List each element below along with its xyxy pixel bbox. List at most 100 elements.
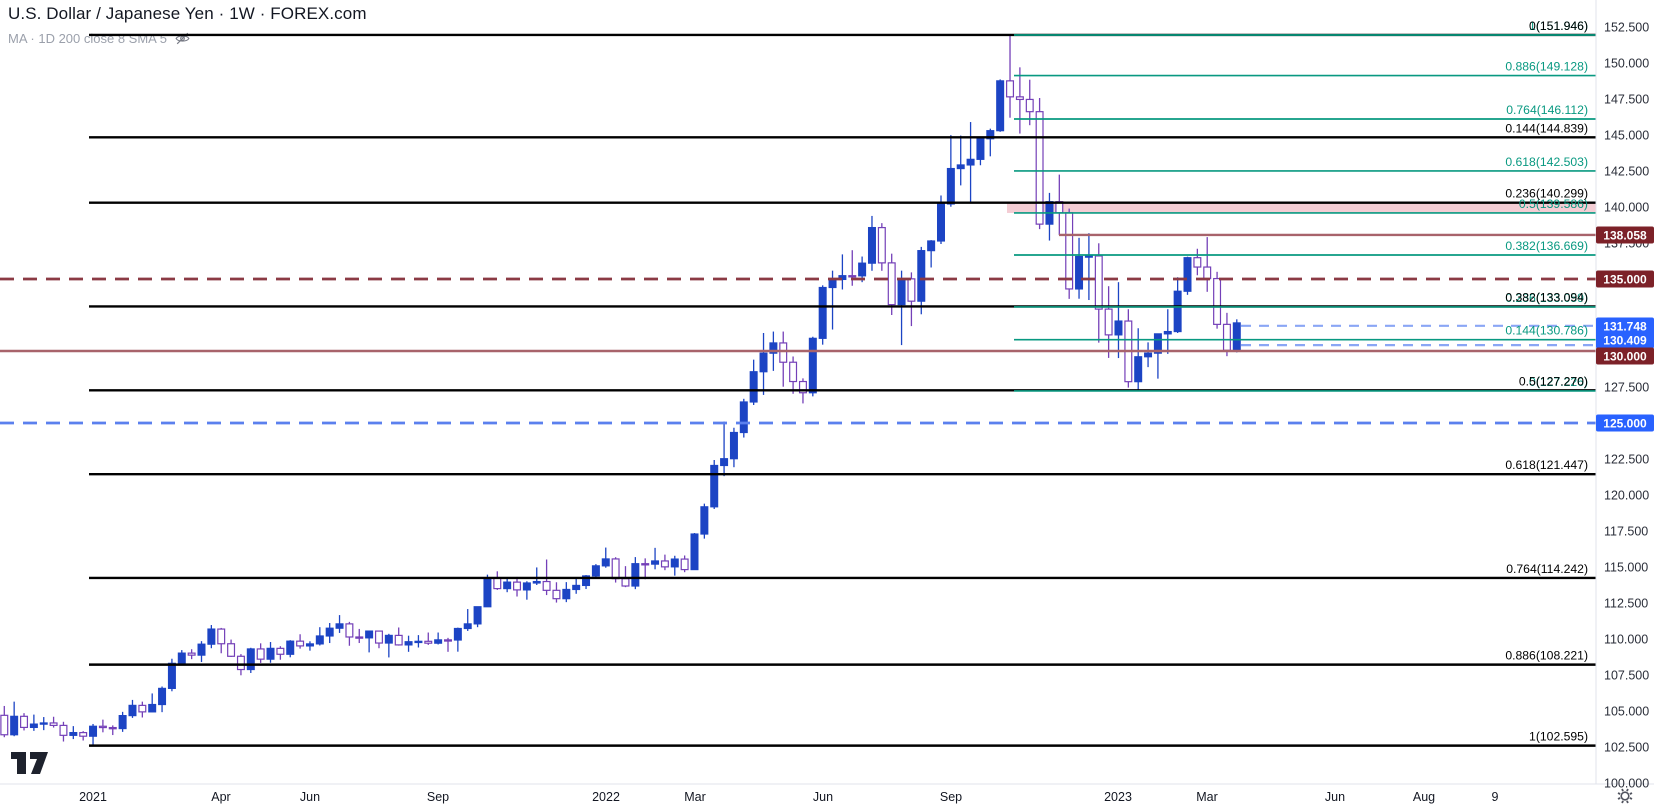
candle [424,632,433,645]
candle [89,723,98,746]
fib-label-black[interactable]: 0.886(108.221) [1505,649,1588,663]
fib-label-teal[interactable]: 0(127.226) [1529,375,1588,389]
candle [779,331,788,387]
fib-label-black[interactable]: 0.5(127.270) [1519,374,1588,388]
symbol-title[interactable]: U.S. Dollar / Japanese Yen · 1W · FOREX.… [8,4,367,23]
candle [1153,333,1162,379]
fib-label-black[interactable]: 0.764(114.242) [1506,562,1588,576]
candle [1055,174,1064,236]
fib-label-teal[interactable]: 0.236(133.059) [1505,291,1588,305]
fib-label-teal[interactable]: 0.764(146.112) [1506,103,1588,117]
fib-label-teal[interactable]: 0.5(139.586) [1519,197,1588,211]
candle [1065,208,1074,299]
candle [207,625,216,649]
candle [1183,256,1192,295]
candle [187,649,196,660]
candle [296,634,305,649]
candle [946,135,955,207]
candle [1163,309,1172,354]
fib-label-teal[interactable]: 0.144(130.786) [1505,324,1588,338]
candle [996,79,1005,132]
candle [1104,286,1113,358]
candle [1075,237,1084,299]
price-tick-label: 100.000 [1604,777,1649,791]
candle [1193,248,1202,276]
price-tick-label: 107.500 [1604,669,1649,683]
price-badge: 138.058 [1596,226,1654,244]
candle [887,253,896,315]
fib-label-teal[interactable]: 0.382(136.669) [1505,239,1588,253]
candle [1006,34,1015,118]
svg-text:131.748: 131.748 [1603,320,1647,334]
price-tick-label: 122.500 [1604,453,1649,467]
candle [345,621,354,646]
candle [877,223,886,271]
time-tick-label: Sep [427,790,449,804]
time-tick-label: Apr [211,790,230,804]
candle [1203,237,1212,292]
candles-series [0,34,1241,746]
candle [1173,277,1182,333]
time-tick-label: Aug [1413,790,1435,804]
price-tick-label: 152.500 [1604,21,1649,35]
candle [552,582,561,603]
candle [759,333,768,395]
price-badge: 135.000 [1596,270,1654,288]
fib-label-teal[interactable]: 1(151.946) [1529,19,1588,33]
fib-label-black[interactable]: 1(102.595) [1529,730,1588,744]
fib-label-teal[interactable]: 0.618(142.503) [1505,155,1588,169]
supply-zone[interactable] [1007,202,1596,213]
fib-label-black[interactable]: 0.618(121.447) [1505,458,1588,472]
fib-label-black[interactable]: 0.144(144.839) [1505,121,1588,135]
price-tick-label: 147.500 [1604,93,1649,107]
candle [720,421,729,477]
price-tick-label: 142.500 [1604,165,1649,179]
price-tick-label: 120.000 [1604,489,1649,503]
time-tick-label: 2022 [592,790,620,804]
fib-label-black[interactable]: 0(151.946) [1529,19,1588,33]
time-scale[interactable]: 2021 Apr Jun Sep 2022 Mar Jun Sep 2023 Mar Jun Aug 9 [79,790,1498,804]
tradingview-logo[interactable] [11,752,48,774]
candle [404,635,413,652]
price-tick-label: 115.000 [1604,561,1648,575]
candle [158,686,167,713]
candle [660,554,669,571]
candle [10,701,19,737]
candle [700,503,709,539]
candle [522,581,531,600]
candle [39,717,48,731]
time-tick-label: 2021 [79,790,107,804]
price-badge: 130.409 [1596,331,1654,349]
svg-text:138.058: 138.058 [1603,229,1647,243]
candle [394,627,403,646]
candle [79,731,88,741]
time-tick-label: 2023 [1104,790,1132,804]
candle [838,254,847,290]
candle [907,272,916,327]
candle [108,725,117,736]
candle [463,609,472,631]
axis-settings-gear-icon[interactable] [1617,788,1633,804]
price-badge: 125.000 [1596,414,1654,432]
candle [927,240,936,268]
price-scale[interactable]: 152.500 150.000 147.500 145.000 142.500 140.0… [1596,21,1654,791]
candle [453,627,462,652]
candle [976,136,985,166]
candle [374,630,383,649]
candle [986,128,995,157]
svg-text:135.000: 135.000 [1603,273,1647,287]
candle [365,630,374,653]
svg-text:130.409: 130.409 [1603,334,1647,348]
candle [867,215,876,271]
fib-label-teal[interactable]: 0.886(149.128) [1505,60,1588,74]
candle [739,398,748,438]
candle [355,628,364,644]
price-tick-label: 140.000 [1604,201,1649,215]
fib-label-black[interactable]: 0.382(133.094) [1505,290,1588,304]
candle [59,721,68,742]
fib-label-black[interactable]: 0.236(140.299) [1505,187,1588,201]
candle [601,547,610,568]
candle [148,693,157,713]
svg-text:130.000: 130.000 [1603,350,1647,364]
